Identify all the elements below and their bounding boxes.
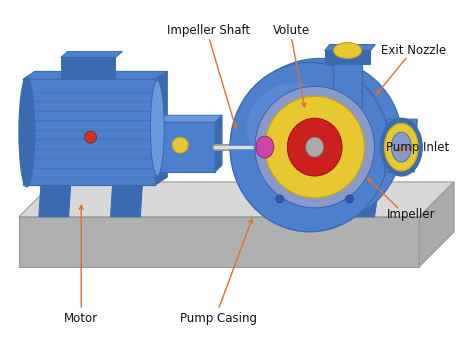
Text: Pump Casing: Pump Casing — [180, 312, 256, 325]
Ellipse shape — [392, 132, 411, 162]
Ellipse shape — [306, 137, 324, 157]
Polygon shape — [61, 58, 116, 79]
Polygon shape — [19, 182, 454, 217]
Polygon shape — [325, 44, 375, 51]
Polygon shape — [419, 182, 454, 266]
Polygon shape — [110, 185, 142, 217]
Ellipse shape — [334, 43, 362, 58]
Ellipse shape — [287, 118, 342, 176]
Polygon shape — [325, 51, 371, 65]
Ellipse shape — [237, 58, 402, 224]
Ellipse shape — [255, 86, 374, 208]
Polygon shape — [155, 122, 215, 172]
Ellipse shape — [230, 62, 389, 232]
Text: Impeller Shaft: Impeller Shaft — [167, 24, 250, 36]
Circle shape — [346, 195, 354, 203]
Ellipse shape — [265, 96, 365, 198]
Ellipse shape — [256, 136, 274, 158]
Polygon shape — [39, 185, 71, 217]
Ellipse shape — [19, 77, 35, 187]
Circle shape — [172, 137, 188, 153]
Polygon shape — [333, 62, 363, 107]
Polygon shape — [384, 119, 417, 172]
Ellipse shape — [381, 118, 422, 176]
Polygon shape — [61, 51, 122, 58]
Polygon shape — [265, 179, 315, 185]
Text: Volute: Volute — [273, 24, 310, 36]
Polygon shape — [23, 79, 155, 185]
Ellipse shape — [247, 83, 343, 171]
Polygon shape — [265, 185, 315, 217]
Circle shape — [85, 131, 97, 143]
Text: Motor: Motor — [64, 312, 98, 325]
Ellipse shape — [384, 123, 418, 171]
Polygon shape — [215, 115, 222, 172]
Text: Pump Inlet: Pump Inlet — [386, 141, 449, 154]
Polygon shape — [155, 115, 222, 122]
Circle shape — [276, 195, 284, 203]
Ellipse shape — [150, 81, 164, 176]
Polygon shape — [155, 71, 167, 185]
Polygon shape — [23, 71, 167, 79]
Polygon shape — [19, 217, 419, 266]
Text: Impeller: Impeller — [386, 209, 435, 221]
Text: Exit Nozzle: Exit Nozzle — [382, 44, 447, 57]
Polygon shape — [335, 179, 379, 185]
Polygon shape — [335, 185, 379, 217]
